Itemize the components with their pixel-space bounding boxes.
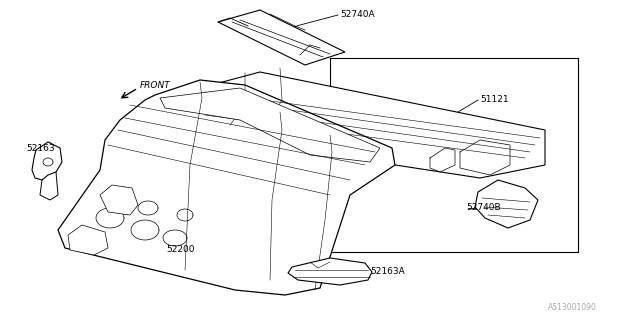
Polygon shape — [58, 80, 395, 295]
Polygon shape — [100, 185, 138, 215]
Polygon shape — [475, 180, 538, 228]
Text: A513001090: A513001090 — [548, 303, 597, 313]
Text: 52200: 52200 — [166, 245, 195, 254]
Polygon shape — [160, 88, 380, 162]
Text: 52740B: 52740B — [466, 204, 500, 212]
Text: 51121: 51121 — [480, 94, 509, 103]
Polygon shape — [32, 142, 62, 180]
Polygon shape — [218, 10, 345, 65]
Text: 52740A: 52740A — [340, 10, 374, 19]
Polygon shape — [68, 225, 108, 255]
Text: FRONT: FRONT — [140, 81, 171, 90]
Text: 52163: 52163 — [26, 143, 54, 153]
Text: 52163A: 52163A — [370, 268, 404, 276]
Polygon shape — [200, 72, 545, 178]
Polygon shape — [288, 258, 372, 285]
